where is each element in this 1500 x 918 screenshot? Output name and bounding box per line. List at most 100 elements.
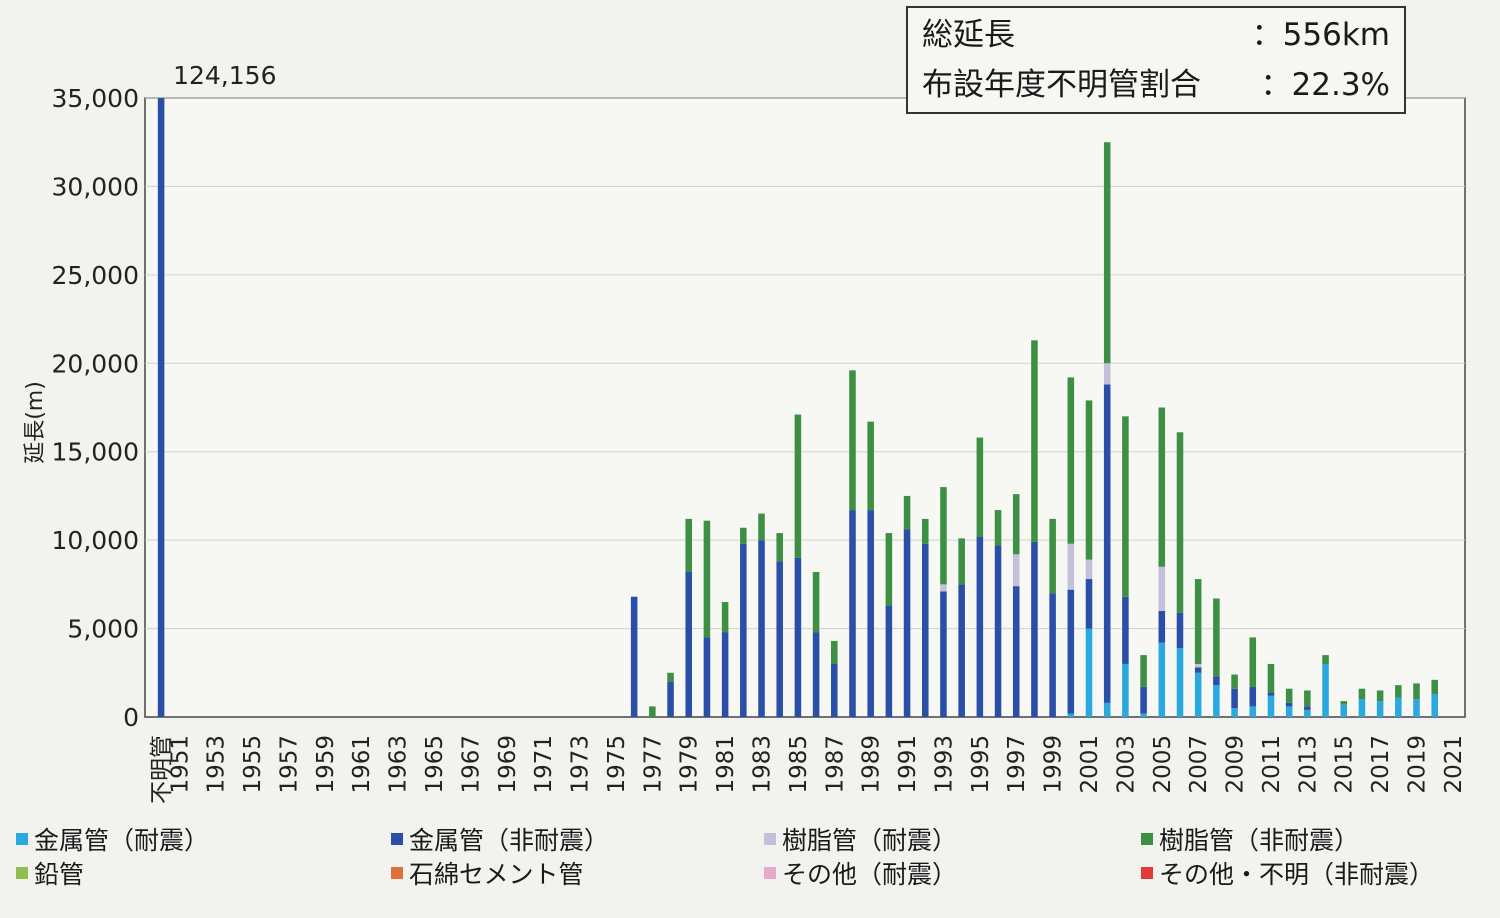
- bar-segment: [721, 602, 729, 633]
- bar-segment: [940, 584, 947, 592]
- bar-segment: [721, 632, 729, 717]
- bar-segment: [740, 543, 747, 717]
- bar-segment: [1049, 518, 1056, 594]
- bar-segment: [1431, 694, 1438, 717]
- bar-segment: [1122, 663, 1129, 717]
- bar-segment: [1194, 667, 1202, 673]
- x-tick-label: 1985: [786, 735, 812, 794]
- bar-segment: [758, 513, 765, 541]
- bar-segment: [1213, 685, 1220, 717]
- bar-segment: [1085, 559, 1093, 580]
- bar-segment: [630, 596, 638, 717]
- bar-segment: [958, 538, 965, 585]
- x-tick-label: 2019: [1405, 735, 1431, 794]
- bar-segment: [1231, 674, 1238, 689]
- legend-swatch: [391, 833, 403, 845]
- legend-label: 金属管（耐震）: [34, 826, 210, 855]
- chart-legend: 金属管（耐震） 金属管（非耐震） 樹脂管（耐震） 樹脂管（非耐震） 鉛管 石綿セメント管 そ…: [16, 822, 1486, 898]
- x-tick-label: 1983: [750, 735, 776, 794]
- x-tick-label: 1951: [167, 735, 193, 794]
- bar-segment: [1012, 494, 1020, 555]
- bar-segment: [157, 98, 165, 717]
- bar-segment: [685, 571, 693, 717]
- legend-item: その他（耐震）: [764, 856, 957, 890]
- x-tick-label: 1995: [968, 735, 994, 794]
- bar-segment: [1194, 672, 1202, 717]
- x-tick-label: 1961: [349, 735, 375, 794]
- legend-label: 鉛管: [34, 860, 85, 889]
- bar-segment: [849, 370, 856, 511]
- bar-segment: [1158, 610, 1166, 643]
- bar-segment: [903, 495, 911, 530]
- legend-item: 樹脂管（非耐震）: [1141, 822, 1359, 856]
- bar-segment: [1067, 543, 1075, 590]
- x-tick-label: 1953: [204, 735, 230, 794]
- bar-segment: [831, 640, 838, 664]
- y-tick-label: 35,000: [52, 84, 139, 113]
- bar-segment: [1213, 676, 1220, 686]
- bar-segment: [1322, 663, 1329, 717]
- bar-segment: [1085, 400, 1093, 560]
- x-tick-label: 1999: [1041, 735, 1067, 794]
- data-label: 124,156: [173, 61, 276, 90]
- y-tick-label: 30,000: [52, 172, 139, 201]
- bar-segment: [1176, 432, 1184, 613]
- x-tick-label: 1993: [931, 735, 957, 794]
- bar-segment: [1176, 648, 1184, 717]
- bar-segment: [649, 706, 656, 717]
- bar-segment: [1231, 708, 1238, 717]
- bar-segment: [1012, 586, 1020, 717]
- x-tick-label: 1979: [677, 735, 703, 794]
- bar-segment: [1413, 699, 1420, 717]
- legend-swatch: [16, 867, 28, 879]
- bar-segment: [1285, 706, 1293, 717]
- bar-segment: [867, 421, 874, 511]
- summary-total-row: 総延長 ：556km: [922, 10, 1390, 60]
- bar-segment: [1395, 685, 1402, 698]
- x-tick-label: 2009: [1223, 735, 1249, 794]
- legend-item: 金属管（非耐震）: [391, 822, 609, 856]
- x-tick-label: 1955: [240, 735, 266, 794]
- bar-segment: [1049, 593, 1056, 717]
- legend-item: その他・不明（非耐震）: [1141, 856, 1434, 890]
- x-tick-label: 1975: [604, 735, 630, 794]
- x-tick-label: 1973: [568, 735, 594, 794]
- x-tick-label: 1959: [313, 735, 339, 794]
- bar-segment: [1140, 686, 1147, 714]
- bar-segment: [740, 527, 747, 544]
- bar-segment: [812, 571, 820, 633]
- bar-segment: [1194, 579, 1202, 664]
- legend-item: 金属管（耐震）: [16, 822, 209, 856]
- bar-segment: [776, 533, 783, 562]
- y-tick-label: 15,000: [52, 438, 139, 467]
- bar-segment: [1158, 566, 1166, 611]
- x-tick-label: 1971: [531, 735, 557, 794]
- bar-segment: [1231, 688, 1238, 709]
- bar-segment: [958, 584, 965, 717]
- bar-segment: [1304, 706, 1311, 710]
- bar-segment: [1249, 706, 1257, 717]
- legend-label: 樹脂管（耐震）: [782, 826, 958, 855]
- summary-total-label: 総延長: [922, 17, 1015, 53]
- bar-segment: [976, 536, 984, 717]
- legend-swatch: [1141, 833, 1153, 845]
- plot-area: [144, 97, 1466, 718]
- bar-segment: [849, 510, 856, 717]
- legend-item: 鉛管: [16, 856, 84, 890]
- bar-segment: [1213, 598, 1220, 677]
- bar-segment: [831, 663, 838, 717]
- legend-label: その他・不明（非耐震）: [1159, 860, 1435, 889]
- x-tick-label: 2021: [1441, 735, 1467, 794]
- summary-total-value: ：556km: [1251, 17, 1390, 53]
- bar-segment: [921, 518, 929, 544]
- bar-segment: [1067, 377, 1075, 544]
- bar-segment: [794, 414, 802, 558]
- x-tick-label: 2007: [1186, 735, 1212, 794]
- bar-segment: [1285, 702, 1293, 707]
- bar-segment: [1103, 702, 1111, 717]
- x-tick-label: 2017: [1368, 735, 1394, 794]
- bar-segment: [667, 681, 674, 717]
- x-tick-label: 2013: [1295, 735, 1321, 794]
- bar-segment: [1431, 679, 1438, 695]
